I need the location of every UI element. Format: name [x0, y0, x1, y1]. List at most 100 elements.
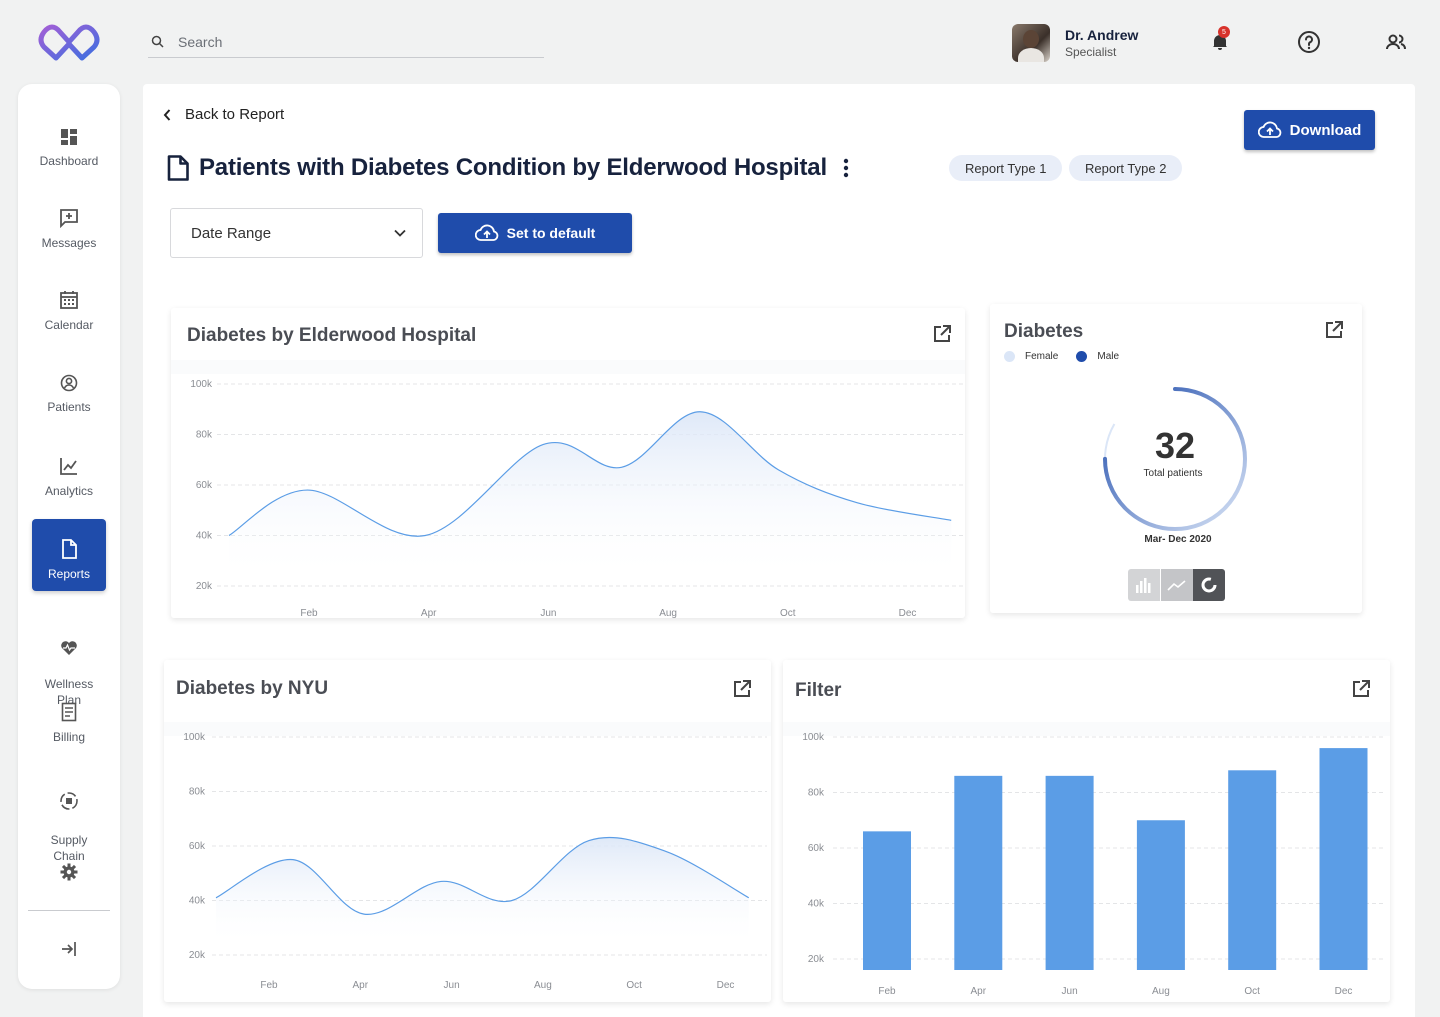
- sidebar-item-reports[interactable]: Reports: [32, 519, 106, 591]
- line-chart-icon: [60, 458, 77, 475]
- download-button[interactable]: Download: [1244, 110, 1375, 150]
- report-type-tag[interactable]: Report Type 2: [1069, 155, 1183, 181]
- donut-legend: Female Male: [1004, 351, 1119, 362]
- user-profile[interactable]: Dr. Andrew Specialist: [1012, 24, 1138, 62]
- x-tick-label: Aug: [534, 980, 552, 991]
- sidebar-item-label: Supply Chain: [50, 833, 88, 863]
- y-tick-label: 40k: [808, 899, 825, 910]
- chevron-down-icon: [394, 229, 406, 237]
- sidebar-item-label: Calendar: [44, 318, 94, 332]
- x-tick-label: Oct: [1244, 986, 1260, 997]
- help-icon: [1298, 31, 1320, 53]
- sidebar-item-label: Dashboard: [39, 154, 99, 168]
- chart-card-filter: Filter 100k 80k 60k 40k 20k Feb Apr Jun Aug Oct De…: [783, 660, 1390, 1002]
- donut-card: Diabetes Female Male 32 Total patients M…: [990, 304, 1362, 613]
- chart-header-band: [171, 360, 965, 374]
- x-tick-label: Apr: [421, 608, 437, 618]
- y-tick-label: 20k: [808, 954, 825, 965]
- chart-type-switcher: [1128, 569, 1225, 601]
- bell-icon: [1213, 35, 1227, 50]
- x-tick-label: Jun: [444, 980, 460, 991]
- team-button[interactable]: [1384, 30, 1408, 54]
- logo-icon: [38, 24, 100, 61]
- trend-icon: [1167, 580, 1186, 591]
- user-circle-icon: [60, 374, 78, 392]
- search-icon: [151, 35, 164, 48]
- y-tick-label: 80k: [808, 788, 825, 799]
- y-tick-label: 60k: [196, 480, 213, 491]
- line-chart-toggle[interactable]: [1161, 569, 1193, 601]
- bar-chart-toggle[interactable]: [1128, 569, 1160, 601]
- y-tick-label: 20k: [189, 950, 206, 961]
- message-icon: [60, 209, 78, 228]
- legend-female-dot: [1004, 351, 1015, 362]
- gear-icon: [60, 863, 78, 881]
- line-chart: 100k 80k 60k 40k 20k Feb Apr Jun Aug Oct Dec: [164, 722, 771, 991]
- external-link-icon[interactable]: [732, 679, 752, 699]
- supply-chain-icon: [60, 792, 78, 810]
- sidebar-item-settings[interactable]: [32, 863, 106, 889]
- y-tick-label: 80k: [196, 430, 213, 441]
- sidebar-divider: [28, 910, 110, 911]
- series-area: [229, 411, 952, 581]
- chart-card-nyu: Diabetes by NYU 100k 80k 60k 40k 20k Feb Apr Ju…: [164, 660, 771, 1002]
- y-tick-label: 40k: [189, 896, 206, 907]
- x-tick-label: Feb: [260, 980, 278, 991]
- sidebar-item-billing[interactable]: Billing: [32, 702, 106, 744]
- notification-button[interactable]: 5: [1208, 26, 1232, 54]
- bar: [1228, 770, 1277, 970]
- external-link-icon[interactable]: [1324, 320, 1344, 340]
- user-name: Dr. Andrew: [1065, 27, 1139, 43]
- sidebar: Dashboard Messages Calendar Patients Ana…: [18, 84, 120, 989]
- donut-value: 32: [1154, 425, 1196, 466]
- y-tick-label: 80k: [189, 787, 206, 798]
- sidebar-item-calendar[interactable]: Calendar: [32, 290, 106, 332]
- sidebar-item-supply-chain[interactable]: Supply Chain: [32, 774, 106, 864]
- donut-chart-toggle[interactable]: [1193, 569, 1225, 601]
- x-tick-label: Feb: [300, 608, 318, 618]
- sidebar-item-patients[interactable]: Patients: [32, 374, 106, 414]
- y-tick-label: 100k: [190, 379, 213, 390]
- search-input[interactable]: [178, 33, 518, 50]
- sidebar-item-messages[interactable]: Messages: [32, 208, 106, 250]
- download-label: Download: [1289, 121, 1362, 139]
- external-link-icon[interactable]: [1351, 679, 1371, 699]
- back-label: Back to Report: [185, 106, 285, 123]
- x-tick-label: Oct: [626, 980, 642, 991]
- set-default-label: Set to default: [506, 225, 596, 241]
- x-tick-label: Aug: [659, 608, 677, 618]
- chart-header-band: [783, 722, 1390, 736]
- help-button[interactable]: [1297, 30, 1321, 54]
- bar-chart-icon: [1136, 578, 1151, 593]
- report-type-tag[interactable]: Report Type 1: [949, 155, 1063, 181]
- x-tick-label: Jun: [540, 608, 556, 618]
- external-link-icon[interactable]: [932, 324, 952, 344]
- bar: [954, 775, 1003, 970]
- x-tick-label: Feb: [878, 986, 896, 997]
- bar: [1045, 775, 1094, 970]
- back-to-report-link[interactable]: Back to Report: [163, 106, 284, 123]
- chart-card-elderwood: Diabetes by Elderwood Hospital 100k 80k 60…: [171, 308, 965, 618]
- x-tick-label: Jun: [1062, 986, 1078, 997]
- y-tick-label: 40k: [196, 531, 213, 542]
- page-title: Patients with Diabetes Condition by Elde…: [199, 154, 827, 181]
- calendar-icon: [60, 291, 78, 309]
- set-to-default-button[interactable]: Set to default: [438, 213, 632, 253]
- logout-button[interactable]: [32, 940, 106, 966]
- heart-pulse-icon: [61, 641, 77, 655]
- document-icon: [62, 539, 77, 559]
- date-range-select[interactable]: Date Range: [170, 208, 423, 258]
- search-bar[interactable]: [148, 26, 544, 58]
- slice-male: [1103, 387, 1247, 531]
- more-options-icon[interactable]: [843, 158, 849, 178]
- legend-male-label: Male: [1097, 351, 1120, 362]
- sidebar-item-wellness-plan[interactable]: Wellness Plan: [32, 624, 106, 708]
- sidebar-item-dashboard[interactable]: Dashboard: [32, 128, 106, 168]
- sidebar-item-label: Reports: [47, 567, 91, 581]
- sidebar-item-analytics[interactable]: Analytics: [32, 456, 106, 498]
- bar-chart: 100k 80k 60k 40k 20k Feb Apr Jun Aug Oct Dec: [783, 722, 1390, 997]
- donut-title: Diabetes: [1004, 321, 1084, 342]
- x-tick-label: Apr: [353, 980, 369, 991]
- sidebar-item-label: Analytics: [44, 484, 94, 498]
- x-tick-label: Oct: [780, 608, 796, 618]
